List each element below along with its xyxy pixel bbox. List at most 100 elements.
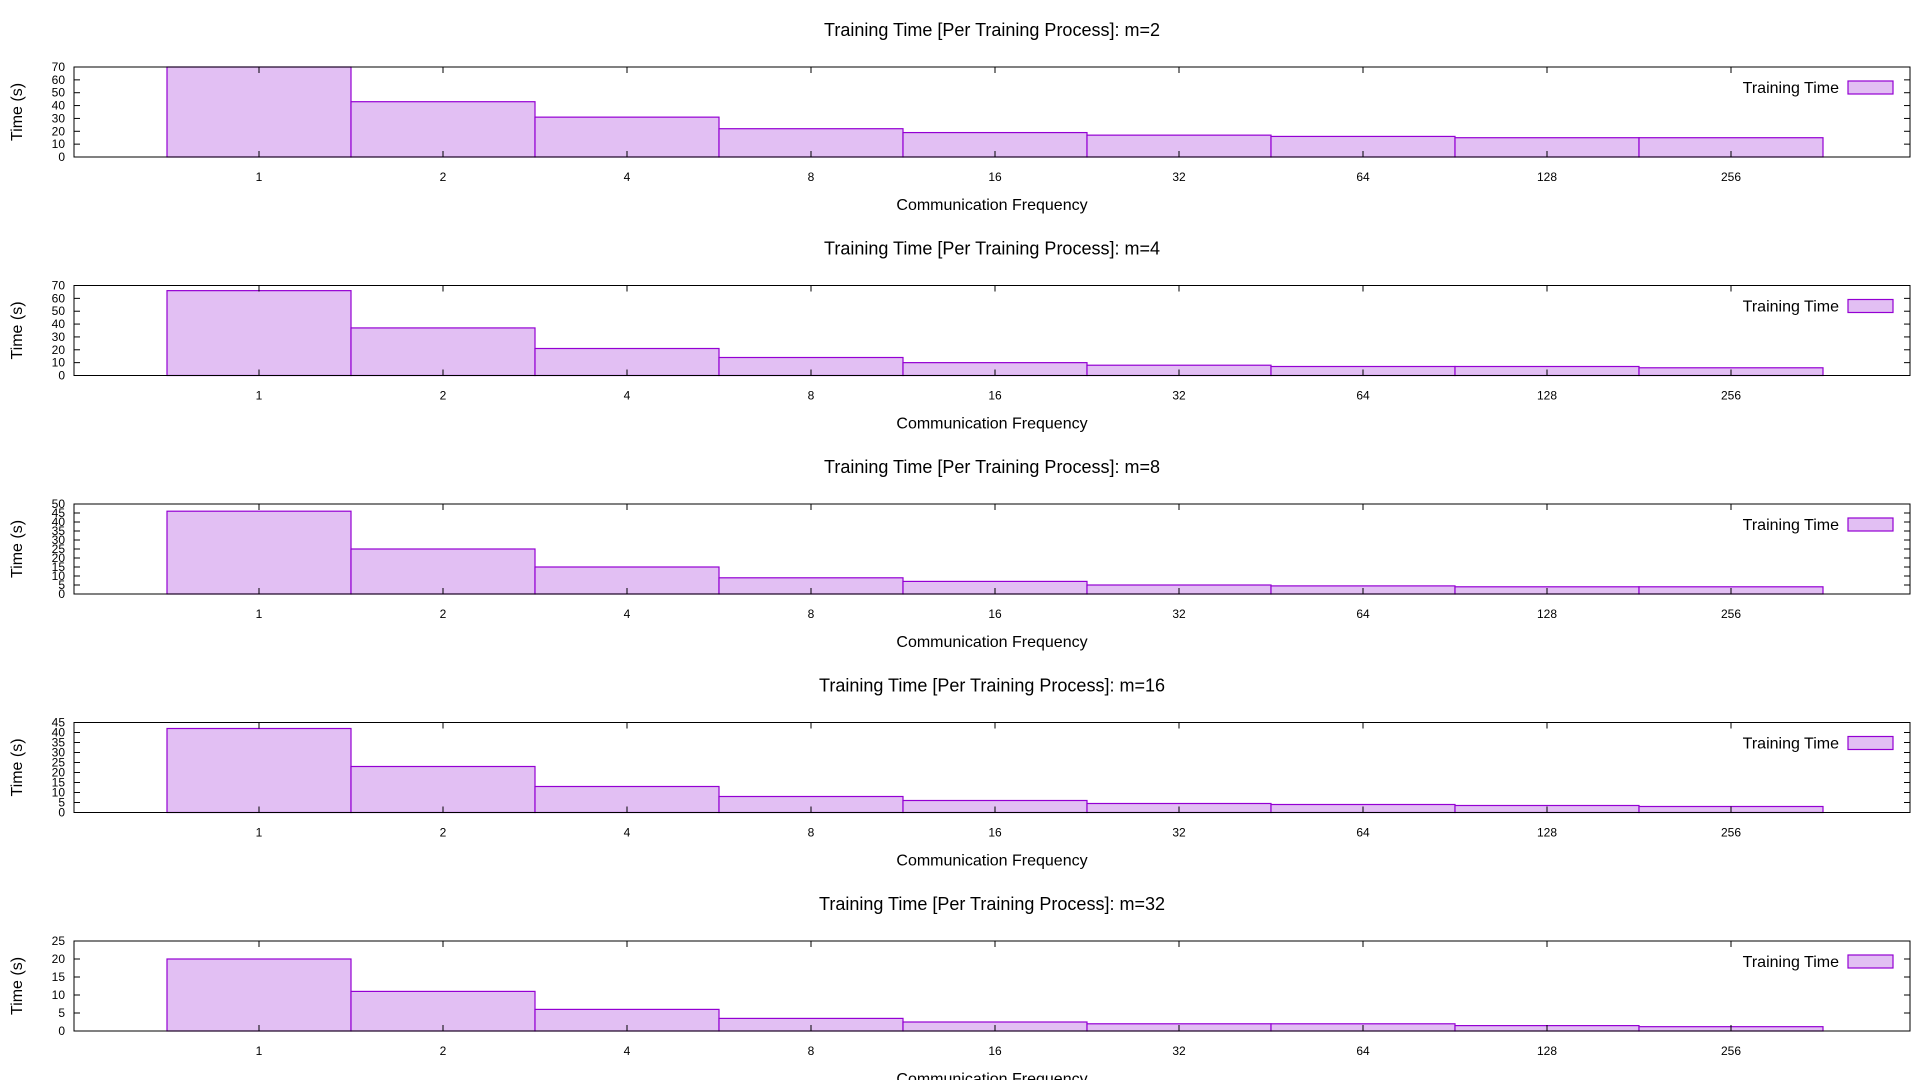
x-tick-label: 16: [988, 1044, 1002, 1058]
x-tick-label: 64: [1356, 826, 1370, 840]
y-tick-label: 0: [58, 806, 65, 820]
x-tick-label: 1: [256, 1044, 263, 1058]
y-tick-label: 20: [52, 343, 66, 357]
y-tick-label: 40: [52, 515, 66, 529]
y-tick-label: 20: [52, 124, 66, 138]
y-tick-label: 10: [52, 137, 66, 151]
x-tick-label: 8: [808, 826, 815, 840]
y-tick-label: 30: [52, 533, 66, 547]
y-tick-label: 15: [52, 970, 66, 984]
x-tick-label: 8: [808, 389, 815, 403]
x-tick-label: 2: [440, 1044, 447, 1058]
legend-swatch: [1847, 954, 1894, 969]
y-tick-label: 25: [52, 542, 66, 556]
y-tick-label: 0: [58, 150, 65, 164]
legend-label: Training Time: [1743, 954, 1839, 971]
x-tick-label: 64: [1356, 607, 1370, 621]
legend-label: Training Time: [1743, 299, 1839, 316]
y-tick-label: 20: [52, 551, 66, 565]
x-tick-label: 128: [1537, 607, 1557, 621]
y-tick-label: 60: [52, 73, 66, 87]
chart-panel-5: Training Time [Per Training Process]: m=…: [9, 894, 1911, 1080]
x-tick-label: 4: [624, 826, 631, 840]
chart-title: Training Time [Per Training Process]: m=…: [824, 457, 1160, 477]
y-tick-label: 20: [52, 766, 66, 780]
y-tick-label: 70: [52, 279, 66, 293]
chart-panel-2: Training Time [Per Training Process]: m=…: [9, 239, 1911, 433]
y-tick-label: 50: [52, 304, 66, 318]
bar-4: [534, 347, 720, 377]
plot-frame: [73, 722, 1911, 813]
x-tick-label: 4: [624, 389, 631, 403]
x-tick-label: 32: [1172, 1044, 1186, 1058]
legend-label: Training Time: [1743, 80, 1839, 97]
legend: Training Time: [1743, 517, 1894, 534]
chart-title: Training Time [Per Training Process]: m=…: [819, 894, 1165, 914]
x-tick-label: 32: [1172, 826, 1186, 840]
y-tick-label: 40: [52, 99, 66, 113]
legend: Training Time: [1743, 954, 1894, 971]
bar-2: [350, 327, 536, 377]
x-tick-label: 8: [808, 1044, 815, 1058]
y-tick-label: 30: [52, 111, 66, 125]
x-tick-label: 8: [808, 607, 815, 621]
y-tick-label: 35: [52, 736, 66, 750]
legend-label: Training Time: [1743, 736, 1839, 753]
y-tick-label: 40: [52, 726, 66, 740]
y-tick-label: 5: [58, 1006, 65, 1020]
chart-panel-4: Training Time [Per Training Process]: m=…: [9, 676, 1911, 870]
y-tick-label: 5: [58, 796, 65, 810]
y-axis-label: Time (s): [9, 520, 26, 578]
x-tick-label: 1: [256, 170, 263, 184]
x-tick-label: 8: [808, 170, 815, 184]
y-tick-label: 45: [52, 716, 66, 730]
y-axis-label: Time (s): [9, 83, 26, 141]
x-axis-label: Communication Frequency: [896, 853, 1087, 870]
legend: Training Time: [1743, 80, 1894, 97]
y-tick-label: 15: [52, 560, 66, 574]
y-tick-label: 45: [52, 506, 66, 520]
bar-4: [534, 116, 720, 158]
x-axis-label: Communication Frequency: [896, 197, 1087, 214]
legend: Training Time: [1743, 299, 1894, 316]
x-tick-label: 2: [440, 607, 447, 621]
x-tick-label: 16: [988, 389, 1002, 403]
legend: Training Time: [1743, 735, 1894, 753]
y-tick-label: 70: [52, 60, 66, 74]
x-tick-label: 128: [1537, 389, 1557, 403]
x-tick-label: 256: [1721, 826, 1741, 840]
x-tick-label: 1: [256, 826, 263, 840]
y-tick-label: 25: [52, 756, 66, 770]
y-tick-label: 15: [52, 776, 66, 790]
bar-1: [166, 958, 352, 1032]
chart-panel-1: Training Time [Per Training Process]: m=…: [9, 20, 1911, 214]
x-tick-label: 32: [1172, 607, 1186, 621]
x-tick-label: 128: [1537, 826, 1557, 840]
y-tick-label: 10: [52, 569, 66, 583]
x-tick-label: 16: [988, 607, 1002, 621]
y-axis-label: Time (s): [9, 738, 26, 796]
bar-2: [350, 101, 536, 158]
y-tick-label: 50: [52, 86, 66, 100]
bar-1: [166, 727, 352, 814]
x-tick-label: 1: [256, 607, 263, 621]
y-axis-label: Time (s): [9, 301, 26, 359]
chart-title: Training Time [Per Training Process]: m=…: [824, 239, 1160, 259]
y-tick-label: 50: [52, 497, 66, 511]
x-tick-label: 2: [440, 389, 447, 403]
x-tick-label: 256: [1721, 607, 1741, 621]
x-tick-label: 256: [1721, 170, 1741, 184]
y-tick-label: 0: [58, 369, 65, 383]
legend-swatch: [1847, 517, 1894, 532]
y-tick-label: 0: [58, 1024, 65, 1038]
x-tick-label: 16: [988, 170, 1002, 184]
x-tick-label: 4: [624, 170, 631, 184]
legend-swatch: [1847, 735, 1894, 751]
y-tick-label: 10: [52, 786, 66, 800]
y-tick-label: 60: [52, 291, 66, 305]
y-axis-label: Time (s): [9, 957, 26, 1015]
x-tick-label: 64: [1356, 170, 1370, 184]
chart-panel-3: Training Time [Per Training Process]: m=…: [9, 457, 1911, 651]
y-tick-label: 35: [52, 524, 66, 538]
